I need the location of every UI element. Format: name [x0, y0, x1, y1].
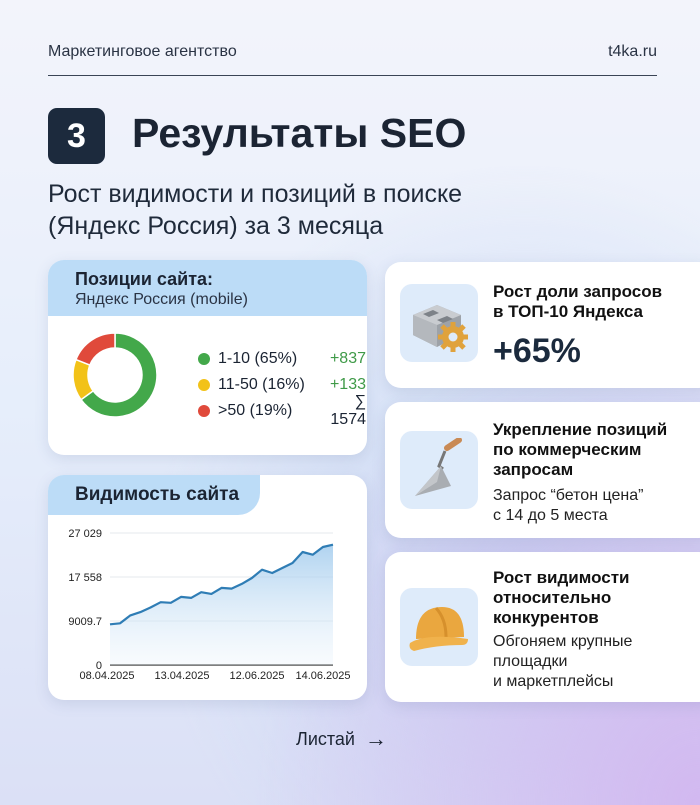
y-tick-label: 0: [96, 660, 102, 672]
swipe-label: Листай: [296, 728, 355, 749]
card-text-line: и маркетплейсы: [493, 673, 614, 690]
subtitle-line: (Яндекс Россия) за 3 месяца: [48, 212, 384, 240]
positions-card: Позиции сайта: Яндекс Россия (mobile) 1-…: [48, 260, 367, 455]
card-text: Обгоняем крупные площадки и маркетплейсы: [493, 632, 632, 692]
legend-label: >50 (19%): [218, 402, 293, 419]
y-tick-label: 17 558: [68, 572, 102, 584]
card-title-line: относительно: [493, 588, 612, 607]
legend-item: 11-50 (16%) +133: [198, 372, 366, 398]
section-number-badge: 3: [48, 108, 105, 164]
card-title-line: по коммерческим: [493, 440, 642, 459]
swipe-next-button[interactable]: Листай →: [296, 726, 387, 752]
top10-growth-value: +65%: [493, 332, 581, 370]
legend-total: ∑ 1574: [330, 393, 366, 428]
legend-dot-yellow: [198, 379, 210, 391]
x-tick-label: 14.06.2025: [295, 670, 350, 682]
legend-delta: +133: [329, 376, 366, 393]
legend-label: 11-50 (16%): [218, 376, 305, 393]
positions-subtitle: Яндекс Россия (mobile): [75, 291, 248, 308]
card-title-line: в ТОП-10 Яндекса: [493, 302, 644, 321]
card-title: Рост видимости относительно конкурентов: [493, 568, 629, 628]
x-tick-label: 13.04.2025: [154, 670, 209, 682]
commercial-positions-card: Укрепление позиций по коммерческим запроса…: [385, 402, 700, 538]
visibility-title: Видимость сайта: [48, 475, 260, 515]
card-title-line: Укрепление позиций: [493, 420, 668, 439]
y-tick-label: 9009.7: [68, 616, 102, 628]
top10-share-card: Рост доли запросов в ТОП-10 Яндекса +65%: [385, 262, 700, 388]
positions-card-header: Позиции сайта: Яндекс Россия (mobile): [48, 260, 367, 316]
legend-dot-red: [198, 405, 210, 417]
subtitle-line: Рост видимости и позиций в поиске: [48, 180, 463, 208]
page-title: Результаты SEO: [132, 110, 467, 156]
visibility-card: Видимость сайта 0 9009.7 17 558 27 029 08.04…: [48, 475, 367, 700]
card-text-line: с 14 до 5 места: [493, 507, 608, 524]
hard-hat-icon: [400, 588, 478, 666]
y-tick-label: 27 029: [68, 528, 102, 540]
x-tick-label: 08.04.2025: [79, 670, 134, 682]
divider: [48, 75, 657, 76]
positions-donut-chart: [72, 332, 158, 418]
agency-label: Маркетинговое агентство: [48, 43, 237, 60]
brick-gear-icon: [400, 284, 478, 362]
card-title-line: запросам: [493, 460, 574, 479]
card-title-line: конкурентов: [493, 608, 599, 627]
legend-dot-green: [198, 353, 210, 365]
card-text-line: Запрос “бетон цена”: [493, 487, 644, 504]
site-link[interactable]: t4ka.ru: [608, 43, 657, 60]
card-text-line: площадки: [493, 653, 568, 670]
legend-item: 1-10 (65%) +837: [198, 346, 366, 372]
area-fill: [110, 544, 333, 665]
legend-label: 1-10 (65%): [218, 350, 298, 367]
donut-slice-1-10: [79, 332, 158, 418]
donut-slice->50: [74, 332, 116, 367]
legend-item: >50 (19%) ∑ 1574: [198, 393, 366, 428]
card-title: Рост доли запросов в ТОП-10 Яндекса: [493, 282, 662, 322]
legend-delta: +837: [329, 350, 366, 367]
card-title-line: Рост видимости: [493, 568, 630, 587]
arrow-right-icon: →: [364, 726, 387, 751]
card-text-line: Обгоняем крупные: [493, 633, 633, 650]
card-title-line: Рост доли запросов: [493, 282, 663, 301]
card-text: Запрос “бетон цена” с 14 до 5 места: [493, 486, 643, 526]
card-title: Укрепление позиций по коммерческим запроса…: [493, 420, 667, 480]
page-subtitle: Рост видимости и позиций в поиске (Яндек…: [48, 178, 462, 242]
positions-legend: 1-10 (65%) +837 11-50 (16%) +133 >50 (19%)…: [198, 346, 366, 428]
trowel-icon: [400, 431, 478, 509]
positions-title: Позиции сайта:: [75, 269, 214, 289]
visibility-area-chart: 0 9009.7 17 558 27 029 08.04.2025 13.04.2025 1…: [68, 528, 350, 682]
x-tick-label: 12.06.2025: [229, 670, 284, 682]
competitors-card: Рост видимости относительно конкурентов Об…: [385, 552, 700, 702]
